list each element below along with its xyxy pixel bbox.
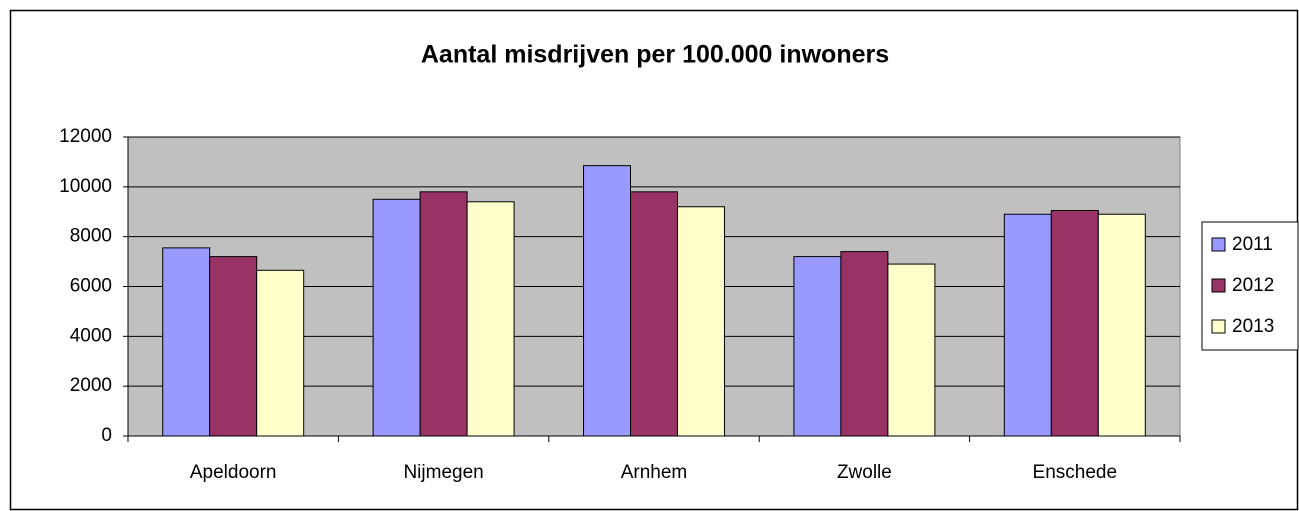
y-tick-label: 10000 [59, 176, 112, 197]
legend-swatch [1211, 319, 1226, 334]
bar [1003, 213, 1052, 437]
bar [793, 256, 842, 437]
bar [840, 251, 889, 437]
bar [372, 198, 421, 437]
y-tick-label: 12000 [59, 126, 112, 147]
bar [1050, 210, 1099, 437]
bar [630, 191, 678, 437]
bar [466, 201, 515, 437]
legend-label: 2013 [1232, 316, 1274, 337]
legend-swatch [1211, 278, 1226, 293]
y-tick-label: 2000 [70, 375, 112, 396]
chart-title: Aantal misdrijven per 100.000 inwoners [421, 41, 889, 69]
bar [887, 263, 936, 437]
bar [162, 247, 211, 437]
x-tick-label: Zwolle [837, 462, 892, 483]
bar [256, 269, 305, 437]
y-tick-label: 6000 [70, 276, 112, 297]
bar [676, 206, 725, 437]
y-tick-label: 8000 [70, 226, 112, 247]
x-tick-label: Enschede [1033, 462, 1118, 483]
bar [419, 191, 468, 437]
legend-swatch [1211, 237, 1226, 252]
x-tick-label: Nijmegen [403, 462, 483, 483]
legend-label: 2012 [1232, 275, 1274, 296]
x-tick-label: Apeldoorn [190, 462, 277, 483]
bar [1097, 213, 1146, 437]
y-tick-label: 4000 [70, 325, 112, 346]
bar [209, 256, 258, 437]
y-tick-label: 0 [101, 425, 112, 446]
x-tick-label: Arnhem [621, 462, 688, 483]
bar [583, 165, 632, 437]
legend-label: 2011 [1232, 234, 1273, 255]
